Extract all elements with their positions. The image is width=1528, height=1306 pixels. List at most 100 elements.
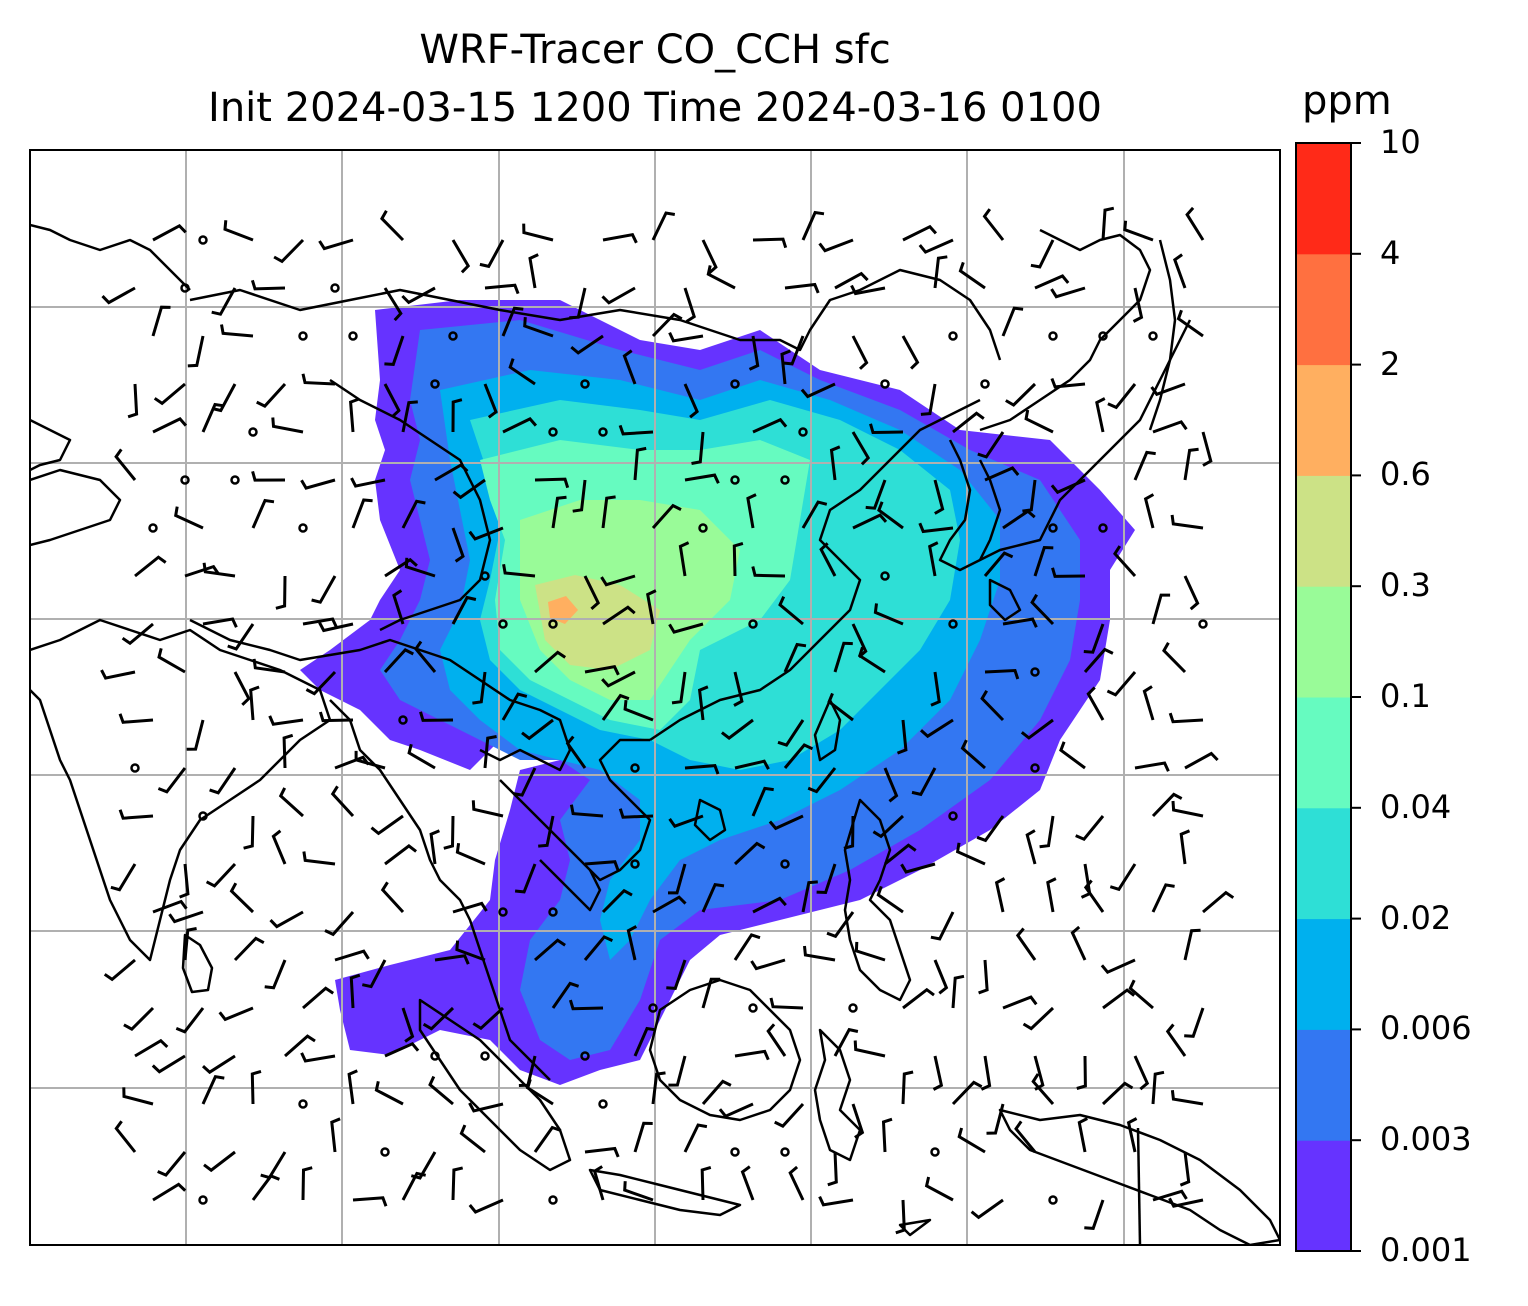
wind-barb [783,743,814,769]
wind-barb [626,925,638,961]
wind-barb [691,431,705,465]
wind-barb [168,910,204,924]
wind-barb [834,271,869,290]
calm-wind-marker [1098,523,1108,533]
tracer-field [300,300,1135,1085]
wind-barb [1002,617,1038,628]
wind-barb [1183,575,1200,611]
wind-barb [1152,420,1188,434]
calm-wind-marker [580,379,590,389]
calm-wind-marker [580,1051,590,1061]
wind-barb [401,1007,415,1043]
wind-barb [330,785,355,818]
wind-barb [740,1165,755,1201]
wind-barb [472,1006,505,1031]
wind-barb [184,564,220,578]
wind-barb [383,383,401,418]
wind-barb [264,959,287,990]
wind-barb [833,641,853,673]
wind-barb [1183,928,1201,961]
wind-barb [901,1070,914,1105]
wind-barbs [100,206,1235,1235]
wind-barb [583,935,614,961]
wind-barb [1077,1117,1088,1153]
wind-barb [1102,988,1136,1010]
wind-barb [873,603,904,626]
calm-wind-marker [180,283,190,293]
wind-barb [127,383,139,419]
wind-barb [920,383,937,416]
wind-barb [223,220,254,242]
calm-wind-marker [1098,331,1108,341]
wind-barb [175,1007,205,1034]
calm-wind-marker [1030,763,1040,773]
calm-wind-marker [848,1003,858,1013]
calm-wind-marker [298,523,308,533]
wind-barb [471,800,504,818]
colorbar-tick-label: 0.6 [1380,455,1431,494]
wind-barb [1126,1117,1138,1153]
wind-barb [229,882,255,914]
calm-wind-marker [1048,523,1058,533]
calm-wind-marker [798,427,808,437]
wind-barb [928,541,939,577]
coast-newguinea [998,1108,1280,1245]
wind-barb [1128,979,1154,1010]
wind-barb [1109,863,1137,892]
wind-barb [110,863,137,892]
wind-barb [508,358,536,386]
wind-barb [1133,1055,1150,1091]
wind-barb [952,411,985,434]
wind-barb [324,911,355,937]
wind-barb [434,463,469,482]
wind-barb [384,844,418,866]
border-png [1136,1127,1142,1245]
wind-barb [183,927,197,961]
calm-wind-marker [648,1003,658,1013]
wind-barb [201,402,225,433]
wind-barb [652,895,687,914]
coast-sakhalin [1148,239,1177,431]
wind-barb [752,237,788,249]
coast-hainan [693,798,727,842]
wind-barb [523,316,554,338]
colorbar-band [1296,586,1351,698]
wind-barb [114,448,137,481]
wind-barb [876,885,904,914]
wind-barb [384,557,418,578]
border-himalaya [189,618,572,772]
colorbar-unit: ppm [1302,78,1392,124]
wind-barb [1030,239,1055,269]
wind-barb [901,335,920,370]
wind-barb [1014,1120,1037,1153]
wind-barb [501,306,524,337]
wind-barb [960,739,986,770]
wind-barb [282,733,294,769]
wind-barb [701,882,725,913]
wind-barb [902,987,935,1010]
calm-wind-marker [598,427,608,437]
wind-barb [451,527,465,563]
wind-barb [153,382,186,406]
colorbar-tick-label: 0.1 [1380,677,1431,715]
wind-barb [1075,815,1105,842]
wind-barb [1050,377,1086,389]
wind-barb [911,767,937,797]
wind-barb [872,814,905,839]
calm-wind-marker [548,907,558,917]
wind-barb [311,575,337,604]
wind-barb [243,815,255,850]
wind-barb [902,224,938,242]
wind-barb [646,589,657,625]
wind-barb [568,999,604,1011]
wind-barb [1165,1023,1187,1057]
wind-barb [826,911,855,939]
wind-barb [569,287,587,320]
wind-barb [768,814,804,831]
wind-barb [174,506,204,530]
colorbar-tick-label: 0.006 [1380,1009,1472,1048]
wind-barb [1142,685,1155,721]
wind-barb [318,238,354,251]
wind-barb [218,1006,254,1022]
wind-barb [268,715,304,726]
